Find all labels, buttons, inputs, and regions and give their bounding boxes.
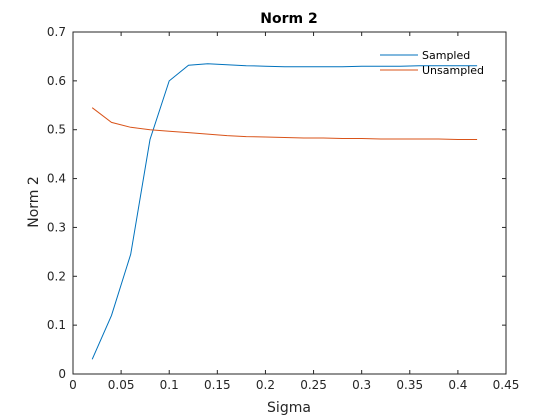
x-tick-label: 0.2 <box>256 378 275 392</box>
axes-box <box>72 31 507 375</box>
x-tick-label: 0.4 <box>448 378 467 392</box>
legend-label-unsampled: Unsampled <box>422 64 484 77</box>
y-tick-label: 0 <box>58 367 66 381</box>
x-tick-label: 0 <box>69 378 77 392</box>
x-tick-label: 0.3 <box>352 378 371 392</box>
y-tick-label: 0.1 <box>47 318 66 332</box>
x-tick-label: 0.25 <box>300 378 327 392</box>
chart-title: Norm 2 <box>260 11 317 27</box>
x-tick-label: 0.1 <box>160 378 179 392</box>
x-axis-title: Sigma <box>267 400 311 416</box>
y-tick-label: 0.7 <box>47 25 66 39</box>
series-line-sampled <box>91 63 478 360</box>
y-tick-label: 0.3 <box>47 220 66 234</box>
x-tick-label: 0.05 <box>108 378 135 392</box>
x-tick-label: 0.35 <box>396 378 423 392</box>
x-tick-label: 0.45 <box>493 378 520 392</box>
series-line-unsampled <box>91 107 478 140</box>
y-tick-label: 0.6 <box>47 74 66 88</box>
y-tick-label: 0.5 <box>47 123 66 137</box>
y-tick-label: 0.4 <box>47 172 66 186</box>
y-tick-label: 0.2 <box>47 269 66 283</box>
legend-label-sampled: Sampled <box>422 49 470 62</box>
y-axis-title: Norm 2 <box>26 176 42 228</box>
legend: Sampled Unsampled <box>380 49 484 77</box>
plot-area: 0 0.05 0.1 0.15 0.2 0.25 0.3 0.35 0.4 0.45 0 0.1 0.2… <box>47 25 519 392</box>
x-tick-label: 0.15 <box>204 378 231 392</box>
